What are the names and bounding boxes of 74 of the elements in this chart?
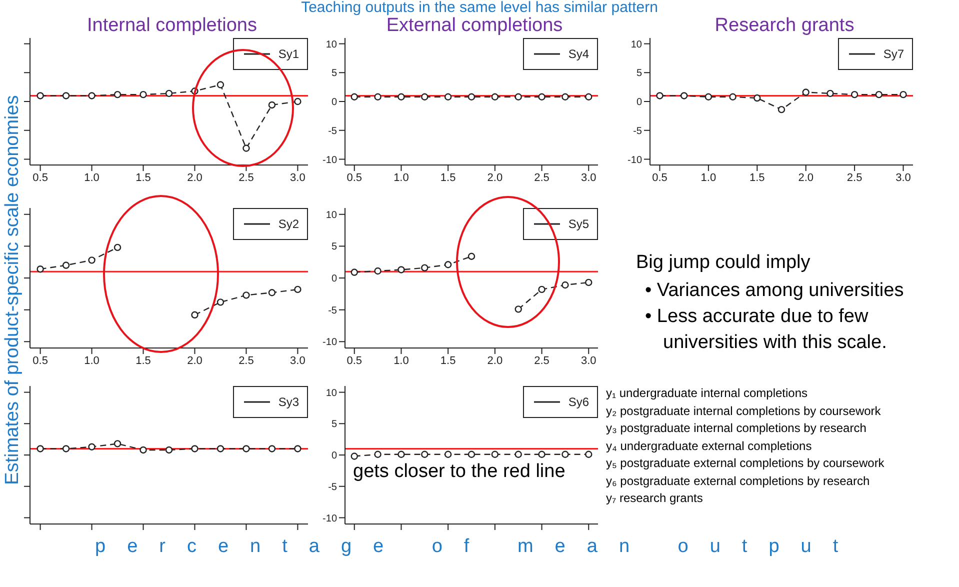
y-tick-label: 5 [331, 419, 338, 430]
y-tick-label: -5 [328, 126, 338, 137]
x-tick-label: 1.5 [136, 354, 151, 367]
legend-label: Sy3 [278, 395, 299, 409]
y-tick-label: -5 [328, 305, 338, 316]
y-tick-label: 5 [636, 68, 642, 80]
x-tick-label: 3.0 [290, 172, 306, 184]
x-tick-label: 0.5 [32, 172, 48, 184]
x-tick-label: 3.0 [580, 172, 596, 184]
chart-title: Internal completions [86, 15, 258, 36]
y-tick-label: -5 [633, 126, 642, 137]
x-tick-label: 1.5 [440, 172, 456, 184]
x-tick-label: 1.5 [136, 172, 151, 184]
x-tick-label: 2.0 [798, 172, 814, 184]
y-tick-label: -5 [328, 482, 338, 493]
x-tick-label: 1.0 [394, 172, 409, 184]
text: Teaching outputs in the same level has similar pattern [300, 0, 659, 16]
x-tick-label: 0.5 [346, 354, 362, 367]
y-tick-label: 0 [331, 274, 338, 285]
text: Big jump could imply [636, 252, 810, 274]
x-tick-label: 2.5 [238, 172, 254, 184]
y-tick-label: -10 [322, 337, 338, 348]
x-tick-label: 1.5 [750, 172, 765, 184]
y-tick-label: -10 [322, 513, 338, 524]
chart-title: External completions [386, 15, 564, 36]
x-tick-label: 1.0 [84, 172, 100, 184]
text: y₂ postgraduate internal completions by coursework [606, 402, 882, 420]
text: Estimates of product-specific scale economies [2, 95, 24, 485]
x-tick-label: 2.0 [187, 172, 202, 184]
x-tick-label: 3.0 [580, 354, 596, 367]
text: y₅ postgraduate external completions by coursework [606, 455, 884, 472]
text: percentage of mean output [95, 536, 860, 558]
x-tick-label: 1.5 [440, 354, 456, 367]
y-tick-label: 0 [331, 97, 338, 108]
text: y₃ postgraduate internal completions by research [606, 420, 868, 437]
legend-label: Sy2 [278, 217, 299, 231]
text: y₁ undergraduate internal completions [606, 385, 809, 402]
text: • Less accurate due to few universities with this scale. [645, 305, 888, 355]
y-tick-label: 5 [331, 242, 338, 253]
y-tick-label: -10 [628, 154, 642, 166]
x-tick-label: 2.5 [534, 354, 550, 367]
y-tick-label: 10 [326, 388, 338, 399]
x-tick-label: 2.0 [187, 354, 202, 367]
y-tick-label: 10 [326, 210, 338, 221]
y-tick-label: 0 [636, 97, 642, 108]
x-tick-label: 0.5 [652, 172, 668, 184]
text: y₆ postgraduate external completions by research [606, 472, 871, 490]
annotation: gets closer to the red line [353, 461, 566, 483]
legend-label: Sy6 [568, 395, 589, 409]
x-tick-label: 2.0 [487, 354, 503, 367]
legend-label: Sy7 [883, 47, 904, 61]
x-tick-label: 2.5 [846, 172, 862, 184]
legend-label: Sy5 [568, 217, 589, 231]
y-tick-label: 10 [326, 39, 338, 50]
x-tick-label: 2.0 [487, 172, 503, 184]
x-tick-label: 3.0 [896, 172, 911, 184]
x-tick-label: 1.0 [84, 354, 100, 367]
y-tick-label: 0 [331, 450, 338, 462]
legend-label: Sy4 [568, 47, 589, 61]
x-tick-label: 2.5 [238, 354, 254, 367]
y-tick-label: 10 [630, 39, 642, 50]
x-tick-label: 0.5 [346, 172, 362, 184]
chart-title: Research grants [714, 15, 856, 36]
text: y₇ research grants [606, 490, 704, 507]
text: • Variances among universities [645, 279, 905, 303]
y-tick-label: 5 [331, 68, 338, 80]
x-tick-label: 0.5 [32, 354, 48, 367]
legend-label: Sy1 [278, 47, 299, 61]
x-tick-label: 1.0 [394, 354, 409, 367]
x-tick-label: 2.5 [534, 172, 550, 184]
x-tick-label: 1.0 [700, 172, 716, 184]
text: y₄ undergraduate external completions [606, 438, 813, 454]
x-tick-label: 3.0 [290, 354, 306, 367]
y-tick-label: -10 [322, 154, 338, 166]
